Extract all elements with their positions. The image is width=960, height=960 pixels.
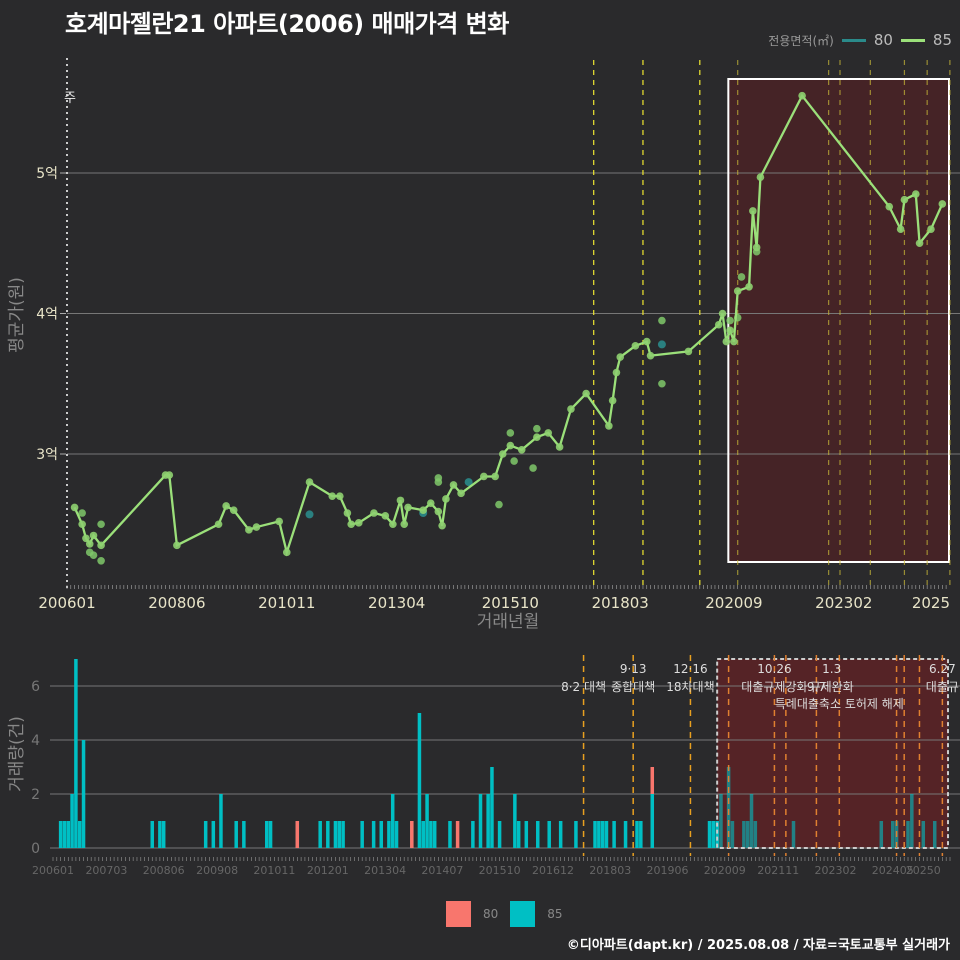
x-tick-label: 201011 xyxy=(258,594,315,612)
policy-annotation: 규제완화 xyxy=(810,680,854,694)
x-tick-label: 200806 xyxy=(143,864,185,877)
y-tick-label: 2 xyxy=(31,787,40,803)
x-tick-label: 200806 xyxy=(148,594,205,612)
x-tick-label: 201612 xyxy=(532,864,574,877)
legend-swatch-80 xyxy=(446,901,471,927)
x-tick-label: 20250 xyxy=(906,864,941,877)
x-tick-label: 201510 xyxy=(479,864,521,877)
y-tick-label: 6 xyxy=(31,679,40,695)
chart-title: 호계마젤란21 아파트(2006) 매매가격 변화 xyxy=(65,10,509,38)
x-tick-label: 201906 xyxy=(647,864,689,877)
policy-annotation: 12·16 xyxy=(673,662,707,676)
y-axis-title: 평균가(원) xyxy=(7,277,27,353)
x-tick-label: 200908 xyxy=(196,864,238,877)
x-tick-label: 200703 xyxy=(85,864,127,877)
legend-title: 전용면적(㎡) xyxy=(768,33,834,48)
y-tick-label: 3억 xyxy=(36,447,58,463)
legend-label-80: 80 xyxy=(483,907,499,921)
x-tick-label: 202009 xyxy=(704,864,746,877)
x-tick-label: 201304 xyxy=(364,864,406,877)
policy-annotation: 종합대책 xyxy=(611,679,655,694)
policy-annotation: 대출규제강화 xyxy=(741,680,807,694)
y-tick-label: 0 xyxy=(31,841,40,857)
x-tick-label: 200601 xyxy=(32,864,74,877)
legend-label-85: 85 xyxy=(547,907,563,921)
policy-annotation: 8·2 대책 xyxy=(561,679,606,694)
legend-bottom: 80 85 xyxy=(446,901,563,927)
x-tick-label: 201803 xyxy=(592,594,649,612)
policy-annotation: 18차대책 xyxy=(666,679,714,694)
y-tick-label: 5억 xyxy=(36,166,58,182)
policy-annotation: 특례대출축소 토허제 해제 xyxy=(775,697,904,711)
y-tick-label: 4 xyxy=(31,733,40,749)
y-tick-label: 4억 xyxy=(36,307,58,323)
legend-swatch-85 xyxy=(900,38,925,42)
x-tick-label: 201201 xyxy=(307,864,349,877)
x-tick-label: 201304 xyxy=(368,594,425,612)
x-tick-label: 202405 xyxy=(872,864,914,877)
x-tick-label: 202009 xyxy=(705,594,762,612)
legend-top: 전용면적(㎡) 80 85 xyxy=(768,31,952,49)
x-tick-label: 202302 xyxy=(815,594,872,612)
x-tick-label: 201407 xyxy=(421,864,463,877)
volume-chart: 0 2 4 6 거래량(건) 8·2 대책 9·13 종합대책 12·16 18차대책 10.26 대… xyxy=(7,655,960,877)
legend-label-85: 85 xyxy=(932,31,952,49)
legend-label-80: 80 xyxy=(873,31,893,49)
policy-annotation: 1.3 xyxy=(822,662,841,676)
x-tick-label: 201011 xyxy=(253,864,295,877)
x-tick-label: 200601 xyxy=(38,594,95,612)
x-tick-label: 2025 xyxy=(912,594,950,612)
x-axis-title: 거래년월 xyxy=(477,612,540,632)
x-tick-label: 202302 xyxy=(814,864,856,877)
x-tick-label: 201803 xyxy=(589,864,631,877)
x-tick-label: 201510 xyxy=(482,594,539,612)
y-axis-title: 거래량(건) xyxy=(7,716,27,792)
source-credit: ©디아파트(dapt.kr) / 2025.08.08 / 자료=국토교통부 실… xyxy=(566,938,950,953)
annotation-label: 주 xyxy=(64,91,76,106)
policy-annotation: 9.7 xyxy=(807,680,826,694)
policy-annotation: 대출규 xyxy=(926,680,959,694)
legend-swatch-85 xyxy=(510,901,536,927)
price-chart: 3억 4억 5억 주 200601 200806 201011 201304 201510 201… xyxy=(7,58,960,632)
policy-annotation: 6.27 xyxy=(929,662,956,676)
legend-swatch-80 xyxy=(841,38,866,42)
x-tick-label: 202111 xyxy=(757,864,799,877)
policy-annotation: 9·13 xyxy=(620,662,647,676)
policy-annotation: 10.26 xyxy=(757,662,791,676)
highlight-box xyxy=(728,79,949,562)
